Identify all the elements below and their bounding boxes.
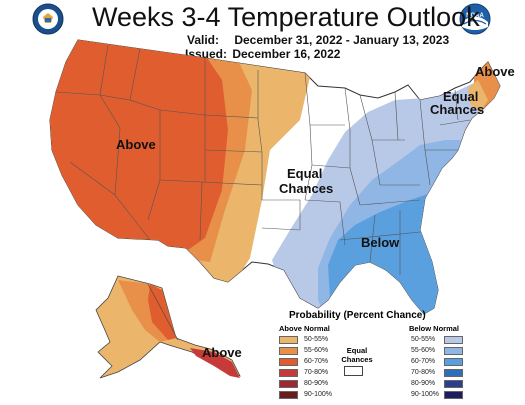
legend-title: Probability (Percent Chance) [289,310,426,321]
legend-above-swatch [279,358,298,366]
valid-line: Valid: December 31, 2022 - January 13, 2… [187,33,449,47]
label-southeast-below: Below [361,235,400,250]
legend-below-label: 50-55% [411,335,436,343]
label-central-equal-2: Chances [279,181,333,196]
legend-below-swatch [444,347,463,355]
legend-below-swatch [444,369,463,377]
legend-below-swatch [444,336,463,344]
noaa-logo-icon: NOAA [459,3,491,35]
legend-above-swatch [279,391,298,399]
legend-above-label: 90-100% [304,390,333,398]
probability-legend: Probability (Percent Chance) Above Norma… [279,310,519,402]
legend-below-swatch [444,380,463,388]
issued-value: December 16, 2022 [232,47,341,61]
legend-below-label: 90-100% [411,390,440,398]
legend-above-header: Above Normal [279,324,330,333]
valid-value: December 31, 2022 - January 13, 2023 [234,33,450,47]
legend-below-label: 55-60% [411,346,436,354]
above-60-70-region [50,40,228,252]
legend-above-swatch [279,336,298,344]
label-alaska-above: Above [202,345,242,360]
legend-above-label: 55-60% [304,346,329,354]
legend-below-header: Below Normal [409,324,460,333]
alaska-panhandle-region [190,348,240,378]
legend-below-label: 60-70% [411,357,436,365]
legend-above-label: 80-90% [304,379,329,387]
legend-equal-swatch [344,366,363,376]
legend-above-label: 70-80% [304,368,329,376]
legend-below-swatch [444,358,463,366]
alaska [95,275,241,379]
label-central-equal-1: Equal [287,166,322,181]
maine-above-light-region [468,80,488,112]
label-west-above: Above [116,137,156,152]
label-northeast-equal-2: Chances [430,102,484,117]
legend-equal-2: Chances [341,355,373,364]
commerce-seal-icon [32,3,64,35]
legend-above-label: 60-70% [304,357,329,365]
alaska-above-60-70-region [148,284,176,340]
svg-text:NOAA: NOAA [466,13,484,19]
legend-equal-1: Equal [346,346,368,355]
legend-above-label: 50-55% [304,335,329,343]
legend-below-label: 70-80% [411,368,436,376]
legend-below-swatch [444,391,463,399]
page-title: Weeks 3-4 Temperature Outlook [92,2,480,32]
legend-below-label: 80-90% [411,379,436,387]
legend-above-swatch [279,347,298,355]
label-northeast-equal-1: Equal [443,89,478,104]
valid-label: Valid: [187,33,220,47]
legend-equal-chances: Equal Chances [337,346,377,364]
label-maine-above: Above [475,64,515,79]
legend-above-swatch [279,369,298,377]
legend-above-swatch [279,380,298,388]
state-borders [55,44,471,275]
